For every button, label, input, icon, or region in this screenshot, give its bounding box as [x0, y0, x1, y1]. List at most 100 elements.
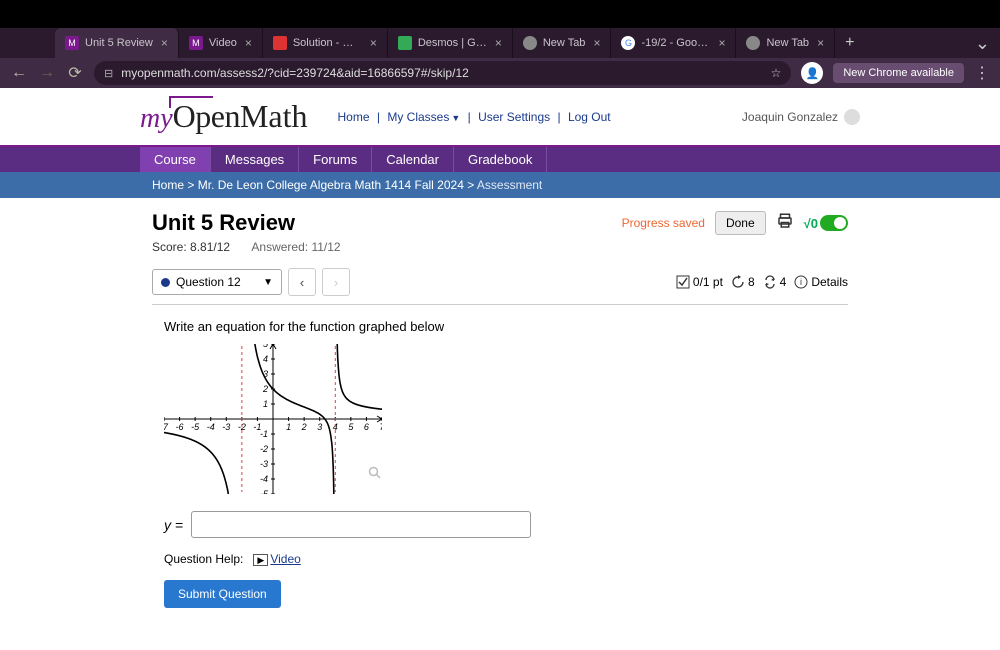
- answer-input[interactable]: [191, 511, 531, 538]
- svg-text:1: 1: [263, 399, 268, 409]
- tab-title: New Tab: [766, 37, 809, 49]
- answered-label: Answered:: [251, 240, 311, 254]
- main-nav: Course Messages Forums Calendar Gradeboo…: [140, 147, 860, 172]
- answer-label: y =: [164, 517, 183, 533]
- close-icon[interactable]: ×: [495, 36, 502, 50]
- svg-text:-6: -6: [176, 422, 184, 432]
- score-label: Score:: [152, 240, 190, 254]
- calculator-toggle[interactable]: √0: [804, 215, 848, 231]
- svg-text:-1: -1: [260, 429, 268, 439]
- info-icon: i: [794, 275, 808, 289]
- title-bar: [0, 0, 1000, 28]
- separator: |: [468, 110, 471, 124]
- prev-question-button[interactable]: ‹: [288, 268, 316, 296]
- close-icon[interactable]: ×: [817, 36, 824, 50]
- crumb-current: Assessment: [477, 178, 542, 192]
- details-button[interactable]: i Details: [794, 275, 848, 289]
- link-classes[interactable]: My Classes▼: [387, 110, 460, 124]
- back-button[interactable]: ←: [10, 64, 28, 82]
- retry-icon: [731, 275, 745, 289]
- done-button[interactable]: Done: [715, 211, 766, 235]
- new-tab-button[interactable]: +: [835, 34, 864, 52]
- favicon: G: [621, 36, 635, 50]
- browser-tab-2[interactable]: Solution - Gauth ×: [263, 28, 388, 58]
- nav-messages[interactable]: Messages: [211, 147, 299, 172]
- crumb-course[interactable]: Mr. De Leon College Algebra Math 1414 Fa…: [198, 178, 464, 192]
- svg-text:-5: -5: [260, 489, 269, 494]
- top-links: Home | My Classes▼ | User Settings | Log…: [338, 110, 611, 124]
- tab-title: Desmos | Graphing: [418, 37, 487, 49]
- reload-button[interactable]: ⟳: [66, 63, 84, 83]
- favicon: M: [189, 36, 203, 50]
- browser-tab-0[interactable]: M Unit 5 Review ×: [55, 28, 179, 58]
- question-prompt: Write an equation for the function graph…: [164, 319, 836, 334]
- nav-course[interactable]: Course: [140, 147, 211, 172]
- retries-info: 8: [731, 275, 755, 289]
- tab-title: New Tab: [543, 37, 586, 49]
- nav-calendar[interactable]: Calendar: [372, 147, 454, 172]
- tab-title: Solution - Gauth: [293, 37, 362, 49]
- browser-tab-6[interactable]: New Tab ×: [736, 28, 835, 58]
- logo-math: Math: [240, 98, 308, 135]
- graph-container: -7-6-5-4-3-2-11234567-5-4-3-2-112345: [164, 344, 384, 497]
- close-icon[interactable]: ×: [370, 36, 377, 50]
- function-graph: -7-6-5-4-3-2-11234567-5-4-3-2-112345: [164, 344, 382, 494]
- svg-text:6: 6: [364, 422, 369, 432]
- cycle-icon: [763, 275, 777, 289]
- profile-icon[interactable]: 👤: [801, 62, 823, 84]
- page-title: Unit 5 Review: [152, 210, 295, 236]
- favicon: M: [65, 36, 79, 50]
- svg-text:2: 2: [301, 422, 307, 432]
- avatar-icon: [844, 109, 860, 125]
- url-input[interactable]: ⊟ myopenmath.com/assess2/?cid=239724&aid…: [94, 61, 791, 85]
- browser-tab-5[interactable]: G -19/2 - Google Sea ×: [611, 28, 736, 58]
- separator: |: [377, 110, 380, 124]
- svg-text:4: 4: [263, 354, 268, 364]
- nav-gradebook[interactable]: Gradebook: [454, 147, 547, 172]
- breadcrumb: Home > Mr. De Leon College Algebra Math …: [140, 172, 860, 198]
- close-icon[interactable]: ×: [593, 36, 600, 50]
- question-number: Question 12: [176, 275, 257, 289]
- checkbox-icon: [676, 275, 690, 289]
- help-row: Question Help: ▶Video: [164, 552, 836, 566]
- svg-text:-5: -5: [191, 422, 200, 432]
- bookmark-icon[interactable]: ☆: [771, 66, 782, 80]
- status-dot-icon: [161, 278, 170, 287]
- nav-forums[interactable]: Forums: [299, 147, 372, 172]
- logo[interactable]: my OpenMath: [140, 98, 308, 135]
- link-settings[interactable]: User Settings: [478, 110, 550, 124]
- link-logout[interactable]: Log Out: [568, 110, 611, 124]
- browser-menu-icon[interactable]: ⋮: [974, 63, 990, 83]
- tab-overflow[interactable]: ⌄: [975, 33, 1000, 54]
- print-icon[interactable]: [776, 212, 794, 235]
- address-bar: ← → ⟳ ⊟ myopenmath.com/assess2/?cid=2397…: [0, 58, 1000, 88]
- user-box[interactable]: Joaquin Gonzalez: [742, 109, 860, 125]
- tab-title: Video: [209, 37, 237, 49]
- svg-text:7: 7: [379, 422, 382, 432]
- help-label: Question Help:: [164, 552, 243, 566]
- site-info-icon[interactable]: ⊟: [104, 67, 113, 80]
- close-icon[interactable]: ×: [161, 36, 168, 50]
- svg-text:5: 5: [348, 422, 354, 432]
- caret-down-icon: ▼: [451, 113, 460, 123]
- browser-tab-4[interactable]: New Tab ×: [513, 28, 612, 58]
- url-text: myopenmath.com/assess2/?cid=239724&aid=1…: [121, 66, 764, 80]
- toggle-switch[interactable]: [820, 215, 848, 231]
- svg-text:-3: -3: [222, 422, 230, 432]
- chrome-update-button[interactable]: New Chrome available: [833, 63, 964, 83]
- browser-tab-3[interactable]: Desmos | Graphing ×: [388, 28, 513, 58]
- crumb-home[interactable]: Home: [152, 178, 184, 192]
- progress-saved-text: Progress saved: [622, 216, 705, 230]
- svg-text:2: 2: [262, 384, 268, 394]
- forward-button[interactable]: →: [38, 64, 56, 82]
- video-link[interactable]: Video: [270, 552, 300, 566]
- svg-text:1: 1: [286, 422, 291, 432]
- close-icon[interactable]: ×: [245, 36, 252, 50]
- link-home[interactable]: Home: [338, 110, 370, 124]
- magnify-icon[interactable]: [368, 466, 382, 483]
- next-question-button[interactable]: ›: [322, 268, 350, 296]
- close-icon[interactable]: ×: [718, 36, 725, 50]
- submit-button[interactable]: Submit Question: [164, 580, 281, 608]
- question-dropdown[interactable]: Question 12 ▼: [152, 269, 282, 295]
- browser-tab-1[interactable]: M Video ×: [179, 28, 263, 58]
